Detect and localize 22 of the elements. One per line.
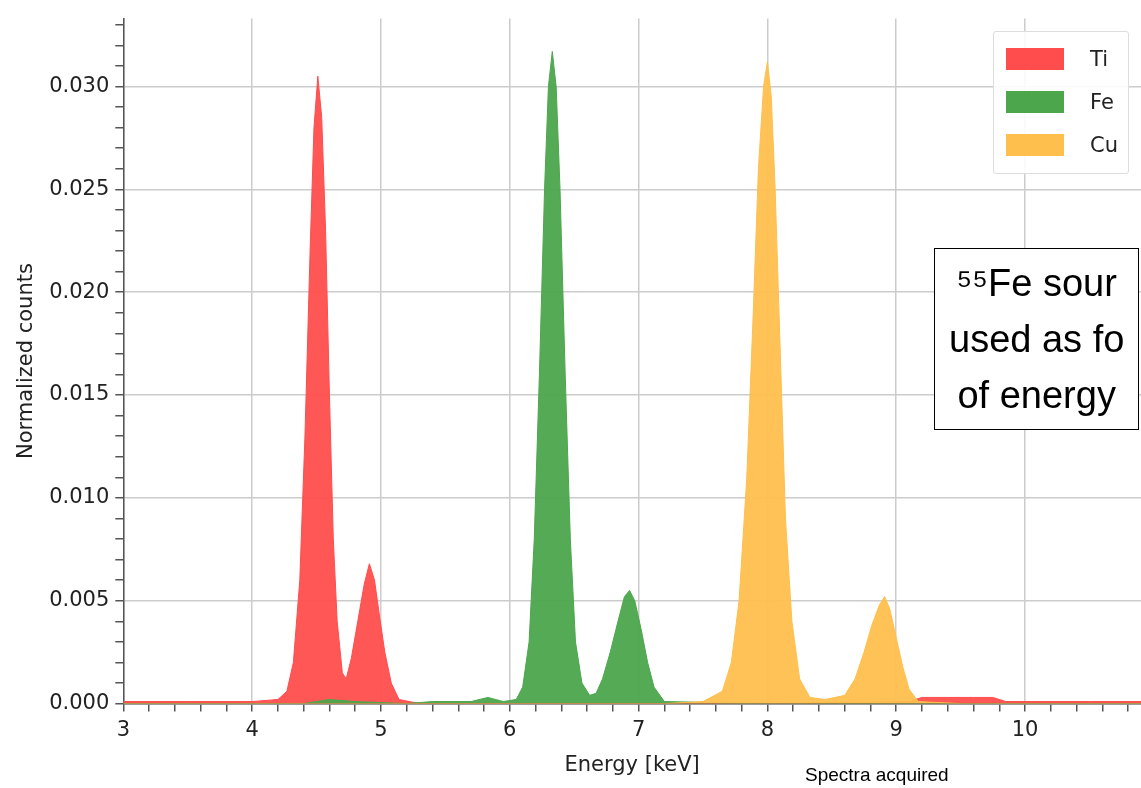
y-tick-label: 0.005: [49, 587, 110, 612]
x-tick-label: 9: [889, 716, 903, 741]
x-tick-label: 8: [760, 716, 775, 741]
x-tick-label: 7: [631, 716, 646, 741]
x-axis-title: Energy [keV]: [564, 751, 700, 776]
legend-label: Cu: [1090, 133, 1118, 158]
y-tick-label: 0.000: [49, 690, 110, 715]
text: Spectra acquired: [805, 764, 949, 786]
y-tick-label: 0.010: [49, 484, 110, 509]
y-tick-label: 0.015: [49, 381, 110, 406]
annotation: ⁵⁵Fe sour used as fo of energy: [934, 248, 1140, 430]
y-axis-title: Normalized counts: [13, 263, 38, 460]
legend-label: Ti: [1090, 47, 1109, 72]
x-tick-label: 10: [1011, 716, 1039, 741]
y-tick-label: 0.030: [49, 72, 110, 97]
x-tick-label: 5: [374, 716, 388, 741]
legend-label: Fe: [1090, 90, 1114, 115]
x-tick-label: 3: [116, 716, 131, 741]
y-tick-label: 0.025: [49, 175, 110, 200]
x-tick-label: 4: [245, 716, 259, 741]
x-tick-label: 6: [503, 716, 517, 741]
y-tick-label: 0.020: [49, 278, 110, 303]
